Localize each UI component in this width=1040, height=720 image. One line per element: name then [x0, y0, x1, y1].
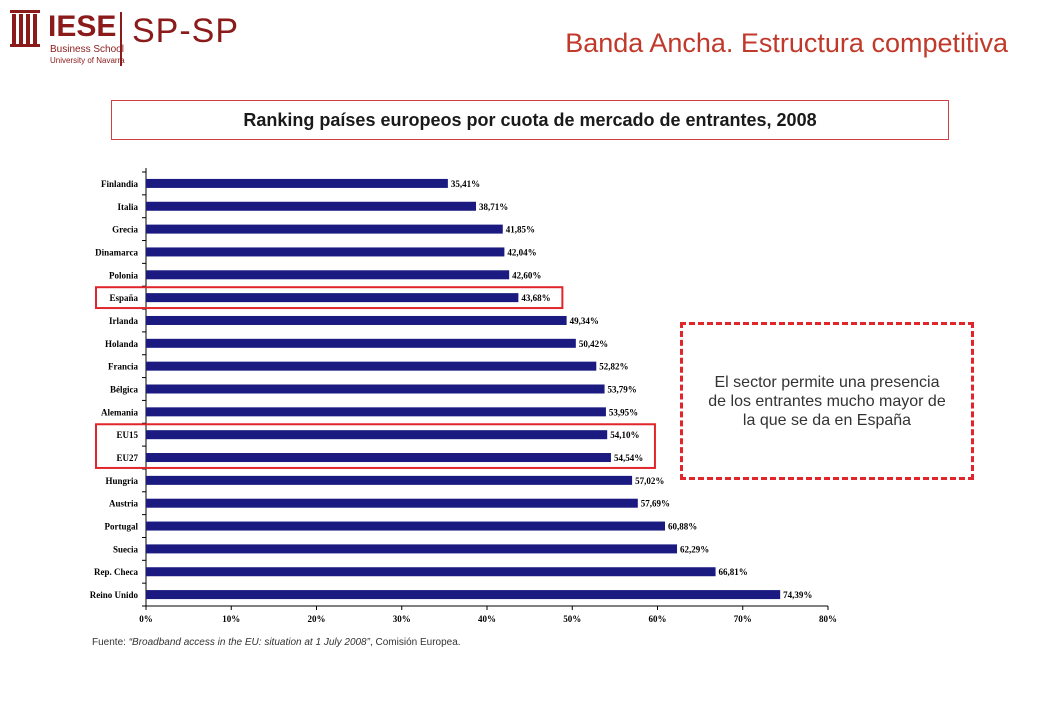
data-label: 41,85% [506, 225, 535, 235]
chart-title: Ranking países europeos por cuota de mer… [111, 100, 949, 140]
bar [146, 475, 633, 485]
bar [146, 521, 666, 531]
data-label: 57,02% [635, 476, 664, 486]
data-label: 38,71% [479, 202, 508, 212]
logo-business-school: Business School [50, 44, 124, 55]
data-label: 60,88% [668, 522, 697, 532]
data-label: 66,81% [719, 567, 748, 577]
logo-university: University of Navarra [50, 56, 125, 65]
x-tick-label: 50% [563, 614, 581, 624]
category-label: Suecia [113, 544, 139, 554]
x-tick-label: 60% [649, 614, 667, 624]
category-label: Rep. Checa [94, 567, 138, 577]
data-label: 57,69% [641, 499, 670, 509]
bar [146, 270, 510, 280]
data-label: 62,29% [680, 544, 709, 554]
iese-crest-icon [10, 10, 40, 47]
category-label: Irlanda [109, 316, 139, 326]
bar [146, 293, 519, 303]
bar [146, 430, 608, 440]
category-label: España [109, 293, 138, 303]
note-text: El sector permite una presencia de los e… [708, 373, 946, 429]
x-tick-label: 10% [222, 614, 240, 624]
bar [146, 361, 597, 371]
data-label: 74,39% [783, 590, 812, 600]
highlight-box [95, 286, 564, 310]
data-label: 53,79% [608, 385, 637, 395]
category-label: Francia [108, 362, 138, 372]
bar [146, 338, 576, 348]
data-label: 35,41% [451, 179, 480, 189]
category-label: Polonia [109, 270, 139, 280]
bar [146, 224, 503, 234]
data-label: 50,42% [579, 339, 608, 349]
logo-spsp-text: SP-SP [132, 12, 240, 50]
note-box: El sector permite una presencia de los e… [680, 322, 974, 480]
source-title: “Broadband access in the EU: situation a… [128, 637, 370, 648]
category-label: Holanda [105, 339, 139, 349]
category-label: Bélgica [110, 385, 138, 395]
logo-divider [120, 12, 122, 66]
bar [146, 407, 606, 417]
source-prefix: Fuente: [92, 637, 129, 648]
bar [146, 453, 611, 463]
category-label: Italia [117, 202, 138, 212]
data-label: 43,68% [521, 293, 550, 303]
x-tick-label: 70% [734, 614, 752, 624]
x-tick-label: 80% [819, 614, 837, 624]
category-label: EU15 [116, 430, 138, 440]
x-tick-label: 0% [139, 614, 153, 624]
bar [146, 498, 638, 508]
page-title: Banda Ancha. Estructura competitiva [565, 28, 1008, 58]
bar [146, 590, 781, 600]
category-label: EU27 [116, 453, 138, 463]
category-label: Austria [109, 499, 138, 509]
highlight-box [95, 423, 656, 469]
bar [146, 315, 567, 325]
category-label: Finlandia [101, 179, 139, 189]
data-label: 49,34% [570, 316, 599, 326]
category-label: Dinamarca [95, 247, 138, 257]
bar [146, 201, 477, 211]
bar [146, 567, 716, 577]
bar [146, 384, 605, 394]
logo-iese-text: IESE [48, 10, 117, 43]
data-label: 53,95% [609, 407, 638, 417]
data-label: 54,10% [610, 430, 639, 440]
source-suffix: , Comisión Europea. [369, 637, 461, 648]
bar [146, 178, 448, 188]
iese-logo: IESE Business School University of Navar… [10, 8, 250, 70]
x-tick-label: 30% [393, 614, 411, 624]
category-label: Alemania [101, 407, 138, 417]
category-label: Portugal [105, 522, 139, 532]
data-label: 42,04% [507, 247, 536, 257]
data-label: 52,82% [599, 362, 628, 372]
category-label: Hungria [105, 476, 138, 486]
source-note: Fuente: “Broadband access in the EU: sit… [92, 637, 461, 648]
bar [146, 247, 505, 257]
bar [146, 544, 678, 554]
category-label: Grecia [112, 225, 138, 235]
category-label: Reino Unido [90, 590, 139, 600]
x-tick-label: 20% [308, 614, 326, 624]
data-label: 42,60% [512, 270, 541, 280]
x-tick-label: 40% [478, 614, 496, 624]
data-label: 54,54% [614, 453, 643, 463]
